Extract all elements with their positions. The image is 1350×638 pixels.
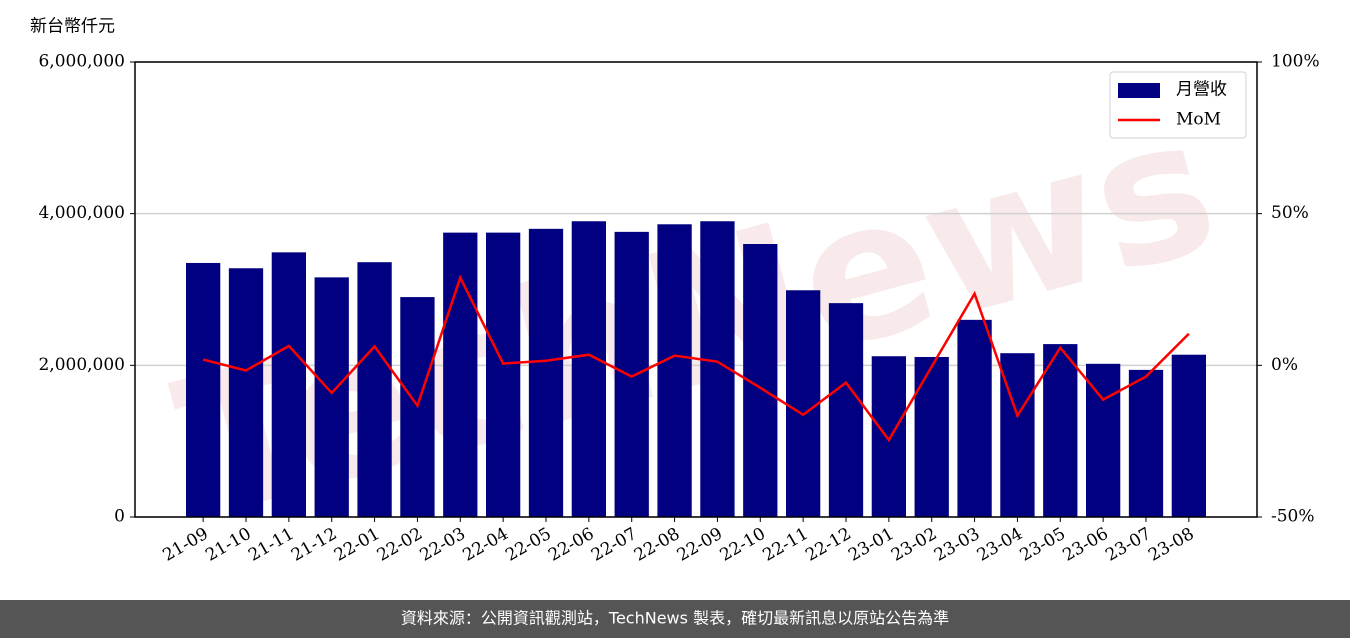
mom-line [202, 274, 1190, 443]
legend-swatch [1118, 83, 1160, 98]
y-tick-label: 6,000,000 [38, 52, 125, 72]
bar [786, 290, 821, 517]
bar [828, 303, 864, 517]
bar [1086, 363, 1121, 517]
x-tick-label: 22-05 [502, 524, 554, 566]
y-tick-label: 0 [114, 507, 125, 527]
bar [486, 232, 521, 517]
bar [228, 268, 264, 517]
bar [271, 252, 306, 517]
x-tick-label: 22-11 [759, 524, 811, 566]
x-tick-label: 22-08 [631, 524, 683, 566]
bar [186, 262, 221, 517]
x-tick-label: 22-09 [674, 524, 726, 566]
bar [314, 277, 349, 517]
bar [957, 319, 992, 517]
bar [528, 228, 564, 518]
bar [357, 262, 392, 517]
x-tick-label: 21-09 [159, 524, 211, 566]
x-tick-label: 23-05 [1017, 524, 1069, 566]
x-tick-label: 23-02 [888, 524, 940, 566]
x-tick-label: 22-12 [802, 524, 854, 566]
bar [1128, 369, 1164, 517]
y-tick-label: 2,000,000 [38, 355, 125, 375]
plot-frame [134, 61, 1258, 518]
y-tick-label: 4,000,000 [38, 203, 125, 223]
x-tick-label: 23-06 [1059, 524, 1111, 566]
bar [614, 231, 649, 517]
bar [1000, 353, 1035, 517]
x-tick-label: 22-04 [459, 524, 511, 566]
x-tick-label: 22-01 [331, 524, 383, 566]
x-tick-label: 22-07 [588, 524, 640, 566]
legend-label: MoM [1176, 110, 1221, 130]
x-tick-label: 23-08 [1145, 524, 1197, 566]
legend-label: 月營收 [1176, 80, 1227, 100]
bar [871, 356, 906, 517]
y2-tick-label: 100% [1271, 52, 1320, 72]
x-tick-label: 22-10 [717, 524, 769, 566]
x-tick-label: 22-06 [545, 524, 597, 566]
bar [914, 356, 949, 517]
x-tick-label: 23-01 [845, 524, 897, 566]
bar [571, 221, 606, 517]
bar [1043, 344, 1078, 517]
footer-bar [0, 600, 1350, 638]
x-tick-label: 22-03 [417, 524, 469, 566]
footer: 資料來源：公開資訊觀測站，TechNews 製表，確切最新訊息以原站公告為準 [401, 609, 949, 628]
x-tick-label: 23-03 [931, 524, 983, 566]
y2-tick-label: 0% [1271, 355, 1298, 375]
y2-tick-label: 50% [1271, 203, 1309, 223]
bar [1171, 354, 1206, 517]
y-axis-label: 新台幣仟元 [30, 17, 115, 37]
x-tick-label: 22-02 [374, 524, 426, 566]
x-tick-label: 23-07 [1102, 524, 1154, 566]
bar [657, 224, 692, 518]
x-tick-label: 23-04 [974, 524, 1026, 566]
y2-tick-label: -50% [1271, 507, 1315, 527]
